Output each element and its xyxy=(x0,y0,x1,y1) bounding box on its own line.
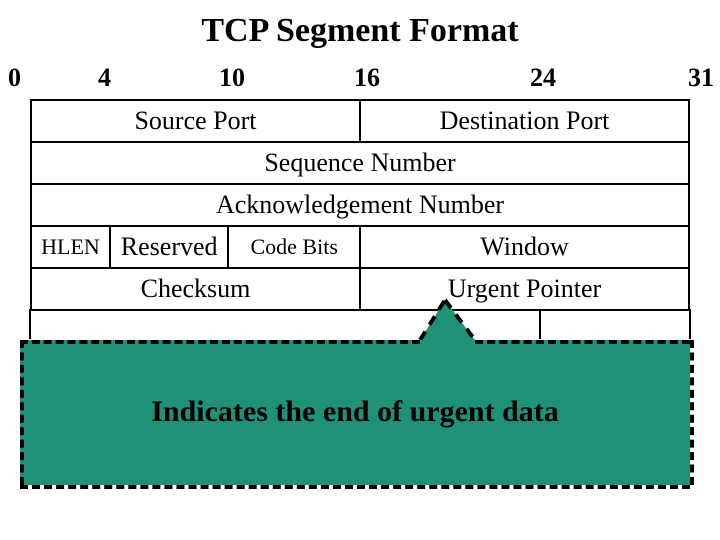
table-cell: HLEN xyxy=(31,226,110,268)
table-cell: Code Bits xyxy=(228,226,360,268)
bit-label: 0 xyxy=(8,63,21,93)
tcp-segment-table: Source PortDestination PortSequence Numb… xyxy=(30,99,690,311)
page-title: TCP Segment Format xyxy=(0,12,720,50)
table-cell: Window xyxy=(360,226,689,268)
callout-text: Indicates the end of urgent data xyxy=(20,395,690,429)
table-cell: Reserved xyxy=(110,226,228,268)
bit-label: 24 xyxy=(530,63,556,93)
table-cell: Source Port xyxy=(31,100,360,142)
bit-label: 16 xyxy=(354,63,380,93)
bit-label: 10 xyxy=(219,63,245,93)
bit-label: 4 xyxy=(98,63,111,93)
table-cell: Urgent Pointer xyxy=(360,268,689,310)
bit-label: 31 xyxy=(688,63,714,93)
table-cell: Destination Port xyxy=(360,100,689,142)
table-cell: Checksum xyxy=(31,268,360,310)
table-cell: Sequence Number xyxy=(31,142,689,184)
table-cell: Acknowledgement Number xyxy=(31,184,689,226)
